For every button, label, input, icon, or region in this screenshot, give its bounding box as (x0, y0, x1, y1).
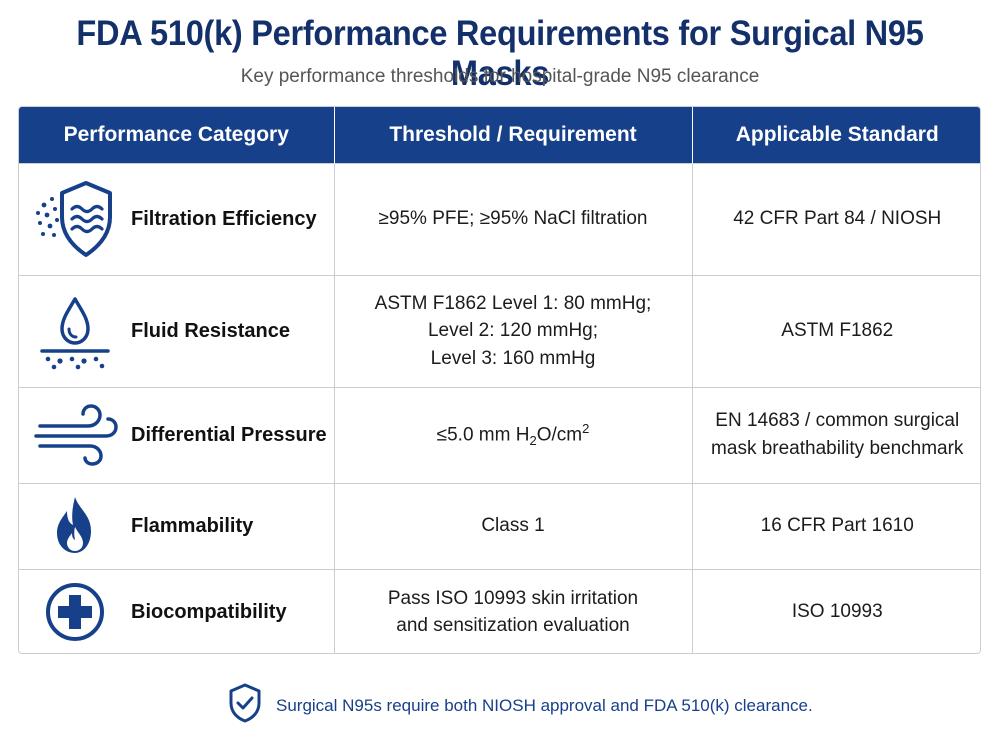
shield-check-icon (228, 683, 262, 728)
category-cell: Differential Pressure (19, 386, 335, 483)
threshold-cell: Class 1 (334, 482, 693, 569)
footer-note: Surgical N95s require both NIOSH approva… (228, 683, 813, 728)
page-title: FDA 510(k) Performance Requirements for … (76, 14, 924, 93)
shield-filtration-icon (19, 177, 131, 261)
threshold-cell: Pass ISO 10993 skin irritation and sensi… (334, 568, 693, 653)
column-header-category: Performance Category (19, 107, 335, 163)
threshold-cell: ASTM F1862 Level 1: 80 mmHg; Level 2: 12… (334, 274, 693, 387)
medical-cross-icon (19, 581, 131, 643)
page-subtitle: Key performance thresholds for hospital-… (240, 66, 760, 87)
standard-text: ISO 10993 (791, 601, 883, 623)
standard-cell: EN 14683 / common surgical mask breathab… (692, 386, 980, 483)
standard-cell: 42 CFR Part 84 / NIOSH (692, 162, 980, 275)
category-label: Flammability (131, 514, 254, 537)
standard-line: mask breathability benchmark (711, 438, 964, 459)
flame-icon (19, 495, 131, 557)
category-label: Filtration Efficiency (131, 207, 317, 230)
superscript: 2 (582, 420, 590, 436)
column-header-standard: Applicable Standard (692, 107, 980, 163)
threshold-part: O/cm (536, 423, 583, 445)
category-label: Biocompatibility (131, 600, 287, 623)
table-row: Fluid Resistance ASTM F1862 Level 1: 80 … (19, 274, 980, 387)
category-label: Differential Pressure (131, 423, 327, 446)
category-cell: Biocompatibility (19, 568, 335, 653)
standard-cell: ASTM F1862 (692, 274, 980, 387)
subscript: 2 (529, 432, 537, 448)
threshold-text: ≤5.0 mm H2O/cm2 (335, 420, 692, 451)
water-drop-icon (19, 289, 131, 373)
category-cell: Filtration Efficiency (19, 162, 335, 275)
threshold-line: Level 2: 120 mmHg; (427, 320, 599, 342)
standard-text: 42 CFR Part 84 / NIOSH (733, 208, 942, 230)
threshold-line: and sensitization evaluation (396, 615, 630, 637)
table-row: Filtration Efficiency ≥95% PFE; ≥95% NaC… (19, 162, 980, 275)
column-header-threshold: Threshold / Requirement (334, 107, 693, 163)
threshold-text: Class 1 (481, 515, 545, 537)
table-row: Flammability Class 1 16 CFR Part 1610 (19, 482, 980, 569)
category-cell: Flammability (19, 482, 335, 569)
threshold-line: Level 3: 160 mmHg (430, 347, 596, 369)
threshold-cell: ≥95% PFE; ≥95% NaCl filtration (334, 162, 693, 275)
footer-text: Surgical N95s require both NIOSH approva… (276, 695, 813, 715)
table-header-row: Performance Category Threshold / Require… (19, 107, 980, 163)
table-row: Biocompatibility Pass ISO 10993 skin irr… (19, 568, 980, 653)
threshold-part: ≤5.0 mm H (436, 423, 530, 445)
standard-text: ASTM F1862 (781, 320, 894, 342)
category-cell: Fluid Resistance (19, 274, 335, 387)
threshold-cell: ≤5.0 mm H2O/cm2 (334, 386, 693, 483)
threshold-line: ASTM F1862 Level 1: 80 mmHg; (374, 292, 652, 314)
standard-text: 16 CFR Part 1610 (760, 515, 914, 537)
standard-line: EN 14683 / common surgical (715, 410, 960, 432)
wind-icon (19, 400, 131, 470)
table-row: Differential Pressure ≤5.0 mm H2O/cm2 EN… (19, 386, 980, 483)
category-label: Fluid Resistance (131, 319, 290, 342)
standard-cell: ISO 10993 (692, 568, 980, 653)
standard-cell: 16 CFR Part 1610 (692, 482, 980, 569)
requirements-table: Performance Category Threshold / Require… (18, 106, 981, 654)
threshold-line: Pass ISO 10993 skin irritation (387, 587, 639, 609)
threshold-text: ≥95% PFE; ≥95% NaCl filtration (378, 208, 648, 230)
